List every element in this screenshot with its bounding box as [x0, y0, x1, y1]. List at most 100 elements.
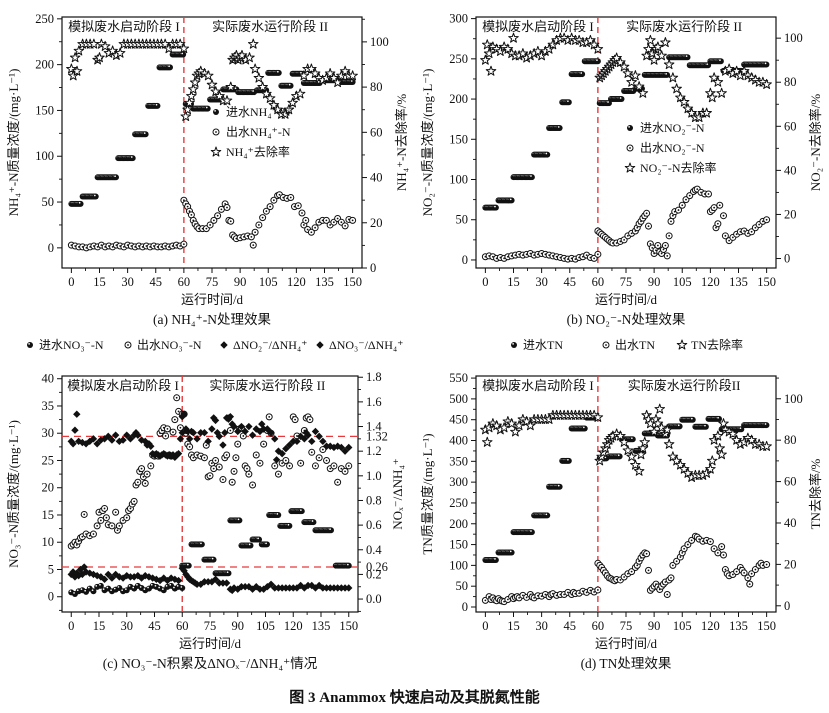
svg-text:80: 80	[370, 80, 383, 94]
figure-grid: 0 15 30 45 60 75 90 105 120 135 150 运行时间/d (a) NH₄⁺-…	[6, 12, 823, 671]
svg-text:90: 90	[234, 275, 247, 289]
svg-text:20: 20	[42, 481, 55, 495]
svg-text:TN去除率/%: TN去除率/%	[808, 458, 823, 529]
svg-text:60: 60	[178, 275, 191, 289]
svg-text:进水NH₄⁺-N: 进水NH₄⁺-N	[226, 105, 291, 119]
svg-text:进水NO₂⁻-N: 进水NO₂⁻-N	[640, 121, 705, 135]
svg-text:模拟废水启动阶段 I: 模拟废水启动阶段 I	[482, 378, 594, 393]
svg-text:200: 200	[449, 517, 468, 531]
svg-text:135: 135	[315, 275, 334, 289]
svg-text:90: 90	[648, 275, 661, 289]
svg-text:35: 35	[42, 399, 55, 413]
svg-text:ΔNO₂⁻/ΔNH₄⁺: ΔNO₂⁻/ΔNH₄⁺	[233, 338, 307, 352]
svg-text:120: 120	[284, 619, 303, 633]
svg-text:0.0: 0.0	[366, 592, 382, 606]
svg-text:出水NH₄⁺-N: 出水NH₄⁺-N	[226, 125, 291, 139]
chart-d-tn-treatment: 0 15 30 45 60 75 90 105 120 135 150 运行时间/d (d) TN处理效…	[420, 337, 823, 671]
svg-text:(a) NH₄⁺-N处理效果: (a) NH₄⁺-N处理效果	[153, 312, 271, 327]
svg-text:1.8: 1.8	[366, 370, 382, 384]
svg-text:出水TN: 出水TN	[615, 338, 655, 352]
svg-text:45: 45	[564, 619, 577, 633]
svg-text:TN质量浓度/(mg·L⁻¹): TN质量浓度/(mg·L⁻¹)	[420, 433, 435, 554]
svg-text:250: 250	[35, 12, 54, 26]
svg-text:40: 40	[784, 516, 797, 530]
svg-text:100: 100	[449, 558, 468, 572]
svg-text:105: 105	[673, 275, 692, 289]
svg-text:0: 0	[68, 619, 74, 633]
svg-text:150: 150	[339, 619, 358, 633]
svg-text:(c) NO₃⁻-N积累及ΔNOₓ⁻/ΔNH₄⁺情况: (c) NO₃⁻-N积累及ΔNOₓ⁻/ΔNH₄⁺情况	[103, 656, 318, 671]
svg-text:0: 0	[68, 275, 74, 289]
svg-text:30: 30	[535, 275, 548, 289]
svg-text:135: 135	[729, 275, 748, 289]
svg-text:0: 0	[370, 261, 376, 275]
svg-text:100: 100	[784, 31, 803, 45]
svg-text:15: 15	[507, 275, 520, 289]
svg-text:45: 45	[564, 275, 577, 289]
svg-text:15: 15	[93, 275, 106, 289]
svg-text:30: 30	[42, 426, 55, 440]
svg-text:60: 60	[370, 125, 383, 139]
svg-text:30: 30	[121, 275, 134, 289]
svg-text:模拟废水启动阶段 I: 模拟废水启动阶段 I	[68, 19, 180, 34]
svg-text:0.6: 0.6	[366, 518, 382, 532]
svg-text:135: 135	[729, 619, 748, 633]
svg-text:60: 60	[176, 619, 189, 633]
svg-text:NOₓ⁻/ΔNH₄⁺: NOₓ⁻/ΔNH₄⁺	[390, 458, 405, 530]
svg-text:200: 200	[35, 58, 54, 72]
svg-text:进水TN: 进水TN	[523, 338, 563, 352]
svg-text:实际废水运行阶段 II: 实际废水运行阶段 II	[212, 19, 328, 34]
svg-text:45: 45	[148, 619, 161, 633]
svg-text:5: 5	[48, 562, 54, 576]
svg-text:250: 250	[449, 496, 468, 510]
svg-text:模拟废水启动阶段 I: 模拟废水启动阶段 I	[482, 19, 594, 34]
svg-text:45: 45	[150, 275, 163, 289]
svg-text:0: 0	[48, 590, 54, 604]
svg-text:50: 50	[456, 579, 469, 593]
svg-text:实际废水运行阶段 II: 实际废水运行阶段 II	[626, 19, 742, 34]
svg-text:1.6: 1.6	[366, 395, 382, 409]
svg-text:90: 90	[232, 619, 245, 633]
svg-text:0.4: 0.4	[366, 543, 382, 557]
svg-text:80: 80	[784, 433, 797, 447]
svg-text:105: 105	[259, 275, 278, 289]
svg-text:进水NO₃⁻-N: 进水NO₃⁻-N	[39, 338, 104, 352]
svg-text:105: 105	[256, 619, 275, 633]
svg-text:60: 60	[592, 275, 605, 289]
svg-text:0.8: 0.8	[366, 493, 382, 507]
svg-text:NH₄⁺去除率: NH₄⁺去除率	[226, 144, 290, 159]
svg-text:(b) NO₂⁻-N处理效果: (b) NO₂⁻-N处理效果	[567, 312, 686, 327]
svg-text:TN去除率: TN去除率	[691, 337, 743, 352]
svg-text:200: 200	[449, 92, 468, 106]
svg-text:500: 500	[449, 392, 468, 406]
svg-text:0.26: 0.26	[366, 560, 388, 574]
svg-text:150: 150	[35, 103, 54, 117]
svg-text:运行时间/d: 运行时间/d	[179, 636, 242, 651]
svg-text:40: 40	[42, 372, 55, 386]
svg-text:ΔNO₃⁻/ΔNH₄⁺: ΔNO₃⁻/ΔNH₄⁺	[329, 338, 403, 352]
svg-text:实际废水运行阶段II: 实际废水运行阶段II	[628, 378, 741, 393]
svg-text:NO₂⁻-N去除率: NO₂⁻-N去除率	[640, 160, 717, 175]
svg-text:20: 20	[784, 557, 797, 571]
svg-text:1.0: 1.0	[366, 469, 382, 483]
svg-text:0: 0	[784, 599, 790, 613]
svg-text:150: 150	[449, 538, 468, 552]
chart-b-no2-treatment: 0 15 30 45 60 75 90 105 120 135 150 运行时间/d (b) NO₂⁻-…	[420, 12, 823, 327]
svg-text:50: 50	[456, 213, 469, 227]
svg-text:1.32: 1.32	[366, 429, 388, 443]
svg-text:15: 15	[507, 619, 520, 633]
svg-text:75: 75	[204, 619, 217, 633]
svg-text:75: 75	[620, 619, 633, 633]
svg-text:15: 15	[93, 619, 106, 633]
svg-text:250: 250	[449, 52, 468, 66]
svg-text:400: 400	[449, 434, 468, 448]
svg-text:30: 30	[121, 619, 134, 633]
svg-text:出水NO₃⁻-N: 出水NO₃⁻-N	[137, 338, 202, 352]
svg-text:100: 100	[784, 392, 803, 406]
svg-text:20: 20	[784, 207, 797, 221]
svg-text:150: 150	[757, 275, 776, 289]
svg-text:100: 100	[35, 149, 54, 163]
svg-text:0: 0	[48, 241, 54, 255]
svg-text:NO₃⁻-N质量浓度/(mg·L⁻¹): NO₃⁻-N质量浓度/(mg·L⁻¹)	[6, 420, 21, 568]
